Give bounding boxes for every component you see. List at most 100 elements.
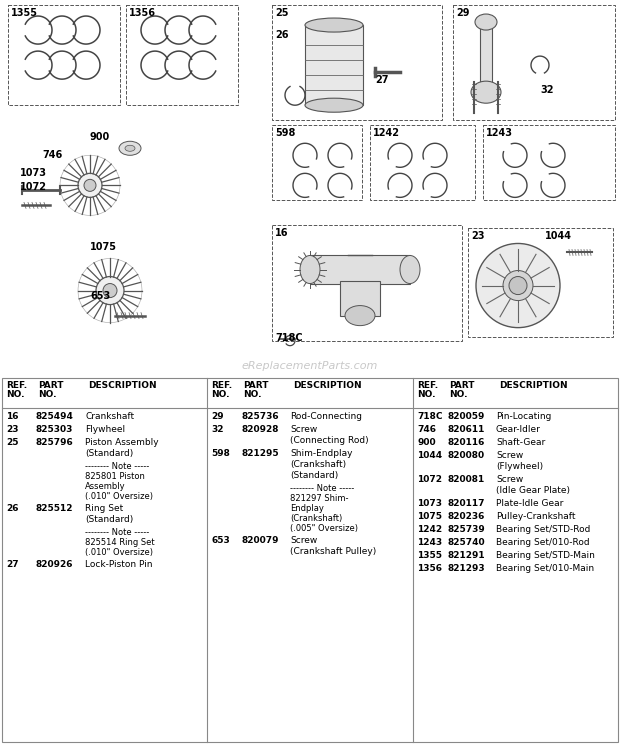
- Text: 598: 598: [211, 449, 230, 458]
- Text: 25: 25: [6, 437, 19, 446]
- Text: Plate-Idle Gear: Plate-Idle Gear: [496, 498, 564, 508]
- Text: Piston Assembly: Piston Assembly: [85, 437, 159, 446]
- Text: 1073: 1073: [20, 168, 47, 179]
- Text: 825801 Piston: 825801 Piston: [85, 472, 145, 481]
- Text: NO.: NO.: [417, 390, 435, 399]
- Bar: [370, 125, 475, 200]
- Text: NO.: NO.: [211, 390, 229, 399]
- Text: Ring Set: Ring Set: [85, 504, 123, 513]
- Text: 825740: 825740: [447, 538, 485, 547]
- Ellipse shape: [119, 141, 141, 155]
- Text: Assembly: Assembly: [85, 482, 126, 491]
- Ellipse shape: [503, 271, 533, 301]
- Text: 820059: 820059: [447, 411, 484, 421]
- Text: 825494: 825494: [36, 411, 74, 421]
- Text: Screw: Screw: [290, 425, 317, 434]
- Bar: [8, 5, 120, 105]
- Text: (Standard): (Standard): [85, 515, 133, 524]
- Text: 900: 900: [417, 437, 436, 446]
- Text: 29: 29: [456, 8, 469, 18]
- Text: 26: 26: [6, 504, 19, 513]
- Text: 821297 Shim-: 821297 Shim-: [290, 494, 348, 503]
- Text: -------- Note -----: -------- Note -----: [85, 462, 149, 471]
- Text: 1355: 1355: [417, 551, 442, 559]
- Text: DESCRIPTION: DESCRIPTION: [88, 381, 157, 390]
- Text: 1355: 1355: [11, 8, 38, 18]
- Text: 1073: 1073: [417, 498, 442, 508]
- Text: (Flywheel): (Flywheel): [496, 462, 543, 471]
- Ellipse shape: [476, 243, 560, 327]
- Bar: [126, 5, 238, 105]
- Text: 820116: 820116: [447, 437, 484, 446]
- Text: -------- Note -----: -------- Note -----: [290, 484, 354, 493]
- Bar: [310, 255, 410, 283]
- Text: DESCRIPTION: DESCRIPTION: [499, 381, 568, 390]
- Ellipse shape: [471, 81, 501, 103]
- Text: 1242: 1242: [417, 525, 442, 534]
- Text: PART: PART: [449, 381, 474, 390]
- Text: 16: 16: [275, 228, 288, 238]
- Ellipse shape: [345, 306, 375, 326]
- Text: REF.: REF.: [211, 381, 232, 390]
- Text: (.010" Oversize): (.010" Oversize): [85, 492, 153, 501]
- Ellipse shape: [300, 255, 320, 283]
- Text: 820079: 820079: [241, 536, 278, 545]
- Text: 26: 26: [275, 30, 288, 40]
- Text: NO.: NO.: [6, 390, 25, 399]
- Text: 825739: 825739: [447, 525, 485, 534]
- Circle shape: [509, 277, 527, 295]
- Text: 1243: 1243: [417, 538, 442, 547]
- Bar: [483, 125, 615, 200]
- Text: 825512: 825512: [36, 504, 74, 513]
- Text: 820611: 820611: [447, 425, 484, 434]
- Text: (Crankshaft): (Crankshaft): [290, 514, 342, 523]
- Text: 1072: 1072: [20, 182, 47, 193]
- Ellipse shape: [305, 18, 363, 32]
- Text: (Standard): (Standard): [290, 471, 339, 480]
- Text: Pulley-Crankshaft: Pulley-Crankshaft: [496, 512, 575, 521]
- Bar: [480, 25, 492, 90]
- Text: 820117: 820117: [447, 498, 484, 508]
- Text: 1356: 1356: [417, 564, 442, 573]
- Text: 32: 32: [540, 85, 554, 95]
- Text: 23: 23: [471, 231, 484, 242]
- Text: Crankshaft: Crankshaft: [85, 411, 134, 421]
- Text: REF.: REF.: [417, 381, 438, 390]
- Text: Screw: Screw: [496, 475, 523, 484]
- Text: (Connecting Rod): (Connecting Rod): [290, 436, 369, 445]
- Text: 653: 653: [211, 536, 230, 545]
- Text: 746: 746: [417, 425, 436, 434]
- Text: Gear-Idler: Gear-Idler: [496, 425, 541, 434]
- Text: (Idle Gear Plate): (Idle Gear Plate): [496, 486, 570, 495]
- Text: NO.: NO.: [449, 390, 467, 399]
- Text: REF.: REF.: [6, 381, 27, 390]
- Text: 1072: 1072: [417, 475, 442, 484]
- Text: 746: 746: [42, 150, 62, 160]
- Text: 25: 25: [275, 8, 288, 18]
- Ellipse shape: [400, 255, 420, 283]
- Text: PART: PART: [38, 381, 63, 390]
- Text: 1075: 1075: [90, 243, 117, 252]
- Text: Pin-Locating: Pin-Locating: [496, 411, 551, 421]
- Text: 820928: 820928: [241, 425, 278, 434]
- Text: Bearing Set/010-Main: Bearing Set/010-Main: [496, 564, 594, 573]
- Text: Screw: Screw: [496, 451, 523, 460]
- Text: 820080: 820080: [447, 451, 484, 460]
- Text: (.005" Oversize): (.005" Oversize): [290, 524, 358, 533]
- Circle shape: [103, 283, 117, 298]
- Text: 29: 29: [211, 411, 224, 421]
- Text: 27: 27: [375, 75, 389, 85]
- Bar: [272, 5, 442, 121]
- Text: Bearing Set/010-Rod: Bearing Set/010-Rod: [496, 538, 590, 547]
- Text: eReplacementParts.com: eReplacementParts.com: [242, 361, 378, 371]
- Text: 825796: 825796: [36, 437, 74, 446]
- Text: 16: 16: [6, 411, 19, 421]
- Text: 32: 32: [211, 425, 223, 434]
- Text: NO.: NO.: [38, 390, 56, 399]
- Text: 23: 23: [6, 425, 19, 434]
- Text: 821291: 821291: [447, 551, 485, 559]
- Text: 1075: 1075: [417, 512, 442, 521]
- Text: 1356: 1356: [129, 8, 156, 18]
- Text: Endplay: Endplay: [290, 504, 324, 513]
- Text: 820081: 820081: [447, 475, 484, 484]
